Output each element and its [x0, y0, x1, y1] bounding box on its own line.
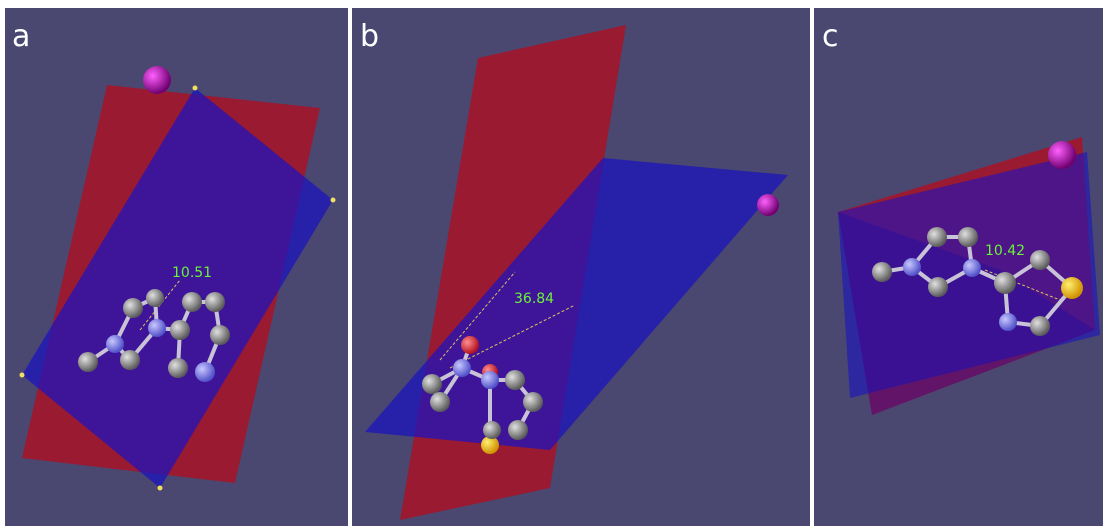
panel-b: b 36.84	[352, 8, 810, 526]
figure: a 10.51 b 36.84	[0, 0, 1103, 526]
iodine-atom	[757, 194, 779, 216]
panel-c: c 10.42	[814, 8, 1103, 526]
iodine-atom	[1048, 141, 1076, 169]
divider	[348, 0, 352, 526]
panel-label: a	[12, 19, 30, 54]
divider	[810, 0, 814, 526]
panel-a: a 10.51	[5, 8, 348, 526]
angle-label: 10.42	[985, 243, 1025, 259]
panel-label: b	[360, 19, 379, 54]
angle-label: 10.51	[172, 265, 212, 281]
angle-label: 36.84	[514, 291, 554, 307]
iodine-atom	[143, 66, 171, 94]
panel-label: c	[822, 19, 839, 54]
